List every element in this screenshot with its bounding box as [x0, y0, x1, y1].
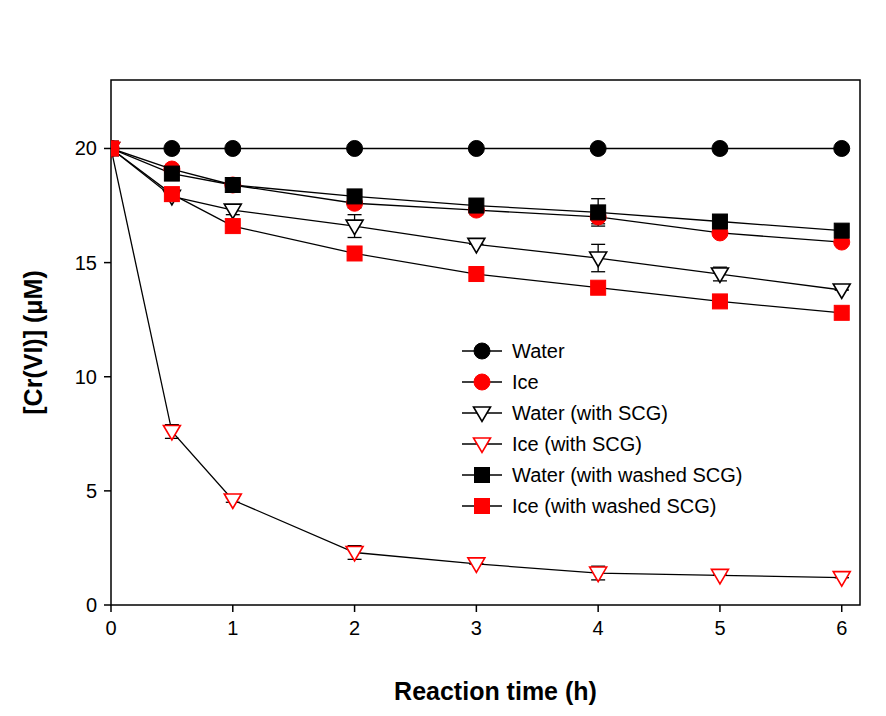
point: [224, 494, 241, 509]
y-tick-label: 10: [75, 366, 97, 388]
point: [834, 305, 849, 320]
point: [164, 187, 179, 202]
x-tick-label: 5: [714, 617, 725, 639]
y-tick-label: 20: [75, 137, 97, 159]
series-line: [111, 148, 842, 312]
error-bar: [591, 199, 605, 226]
error-cap: [591, 225, 605, 226]
y-tick-label: 5: [86, 480, 97, 502]
series-line: [111, 148, 842, 242]
point: [164, 140, 180, 156]
point: [591, 280, 606, 295]
y-tick: [104, 148, 111, 150]
x-tick: [841, 605, 843, 612]
point: [225, 140, 241, 156]
y-tick-label: 0: [86, 594, 97, 616]
point: [347, 246, 362, 261]
point: [225, 178, 240, 193]
series-line: [111, 148, 842, 230]
point: [347, 140, 363, 156]
x-tick-label: 6: [836, 617, 847, 639]
point: [163, 426, 180, 441]
error-cap: [591, 244, 605, 245]
point: [224, 204, 241, 219]
point: [590, 567, 607, 582]
legend-label: Ice (with washed SCG): [512, 495, 717, 517]
plot-data: [111, 140, 850, 586]
legend-marker: [474, 374, 490, 390]
x-tick-label: 3: [471, 617, 482, 639]
point: [834, 223, 849, 238]
point: [590, 252, 607, 267]
x-tick: [597, 605, 599, 612]
legend-label: Ice (with SCG): [512, 433, 642, 455]
error-cap: [348, 214, 362, 215]
point: [712, 214, 727, 229]
y-tick: [104, 376, 111, 378]
point: [833, 572, 850, 587]
y-tick-label: 15: [75, 252, 97, 274]
y-tick: [104, 262, 111, 264]
point: [711, 268, 728, 283]
error-cap: [591, 271, 605, 272]
point: [711, 569, 728, 584]
legend-marker: [474, 438, 491, 453]
legend-label: Water (with SCG): [512, 402, 668, 424]
x-tick: [110, 605, 112, 612]
plot-frame: [111, 80, 860, 605]
point: [346, 547, 363, 562]
point: [834, 140, 850, 156]
point: [468, 558, 485, 573]
point: [833, 284, 850, 299]
legend-marker: [474, 407, 491, 422]
point: [591, 205, 606, 220]
x-axis-title: Reaction time (h): [394, 677, 597, 705]
point: [590, 140, 606, 156]
x-tick-label: 0: [105, 617, 116, 639]
chart: 0 1 2 3 4 5 6 0 5 10 15 20 Reaction time (h) [Cr(VI)]…: [0, 0, 886, 716]
point: [468, 140, 484, 156]
legend-label: Ice: [512, 371, 539, 393]
point: [712, 140, 728, 156]
x-tick: [476, 605, 478, 612]
x-tick-label: 2: [349, 617, 360, 639]
point: [712, 294, 727, 309]
point: [111, 140, 119, 156]
x-tick: [232, 605, 234, 612]
legend-marker: [475, 499, 490, 514]
point: [468, 238, 485, 253]
point: [225, 219, 240, 234]
point: [346, 220, 363, 235]
legend-marker: [475, 468, 490, 483]
point: [469, 198, 484, 213]
x-tick: [719, 605, 721, 612]
legend-label: Water: [512, 340, 565, 362]
point: [164, 166, 179, 181]
y-tick: [104, 490, 111, 492]
legend: Water Ice Water (with SCG) Ice (with SCG) Wa…: [462, 340, 742, 517]
y-tick: [104, 604, 111, 606]
error-cap: [591, 198, 605, 199]
point: [111, 140, 119, 156]
point: [469, 267, 484, 282]
point: [225, 177, 241, 193]
x-tick: [354, 605, 356, 612]
point: [111, 141, 119, 156]
y-axis-title: [Cr(VI)] (μM): [19, 270, 47, 414]
legend-marker: [474, 343, 490, 359]
point: [111, 141, 119, 156]
series-line: [111, 148, 842, 577]
point: [347, 189, 362, 204]
error-cap: [348, 237, 362, 238]
x-tick-label: 4: [593, 617, 604, 639]
legend-label: Water (with washed SCG): [512, 464, 742, 486]
x-tick-label: 1: [227, 617, 238, 639]
